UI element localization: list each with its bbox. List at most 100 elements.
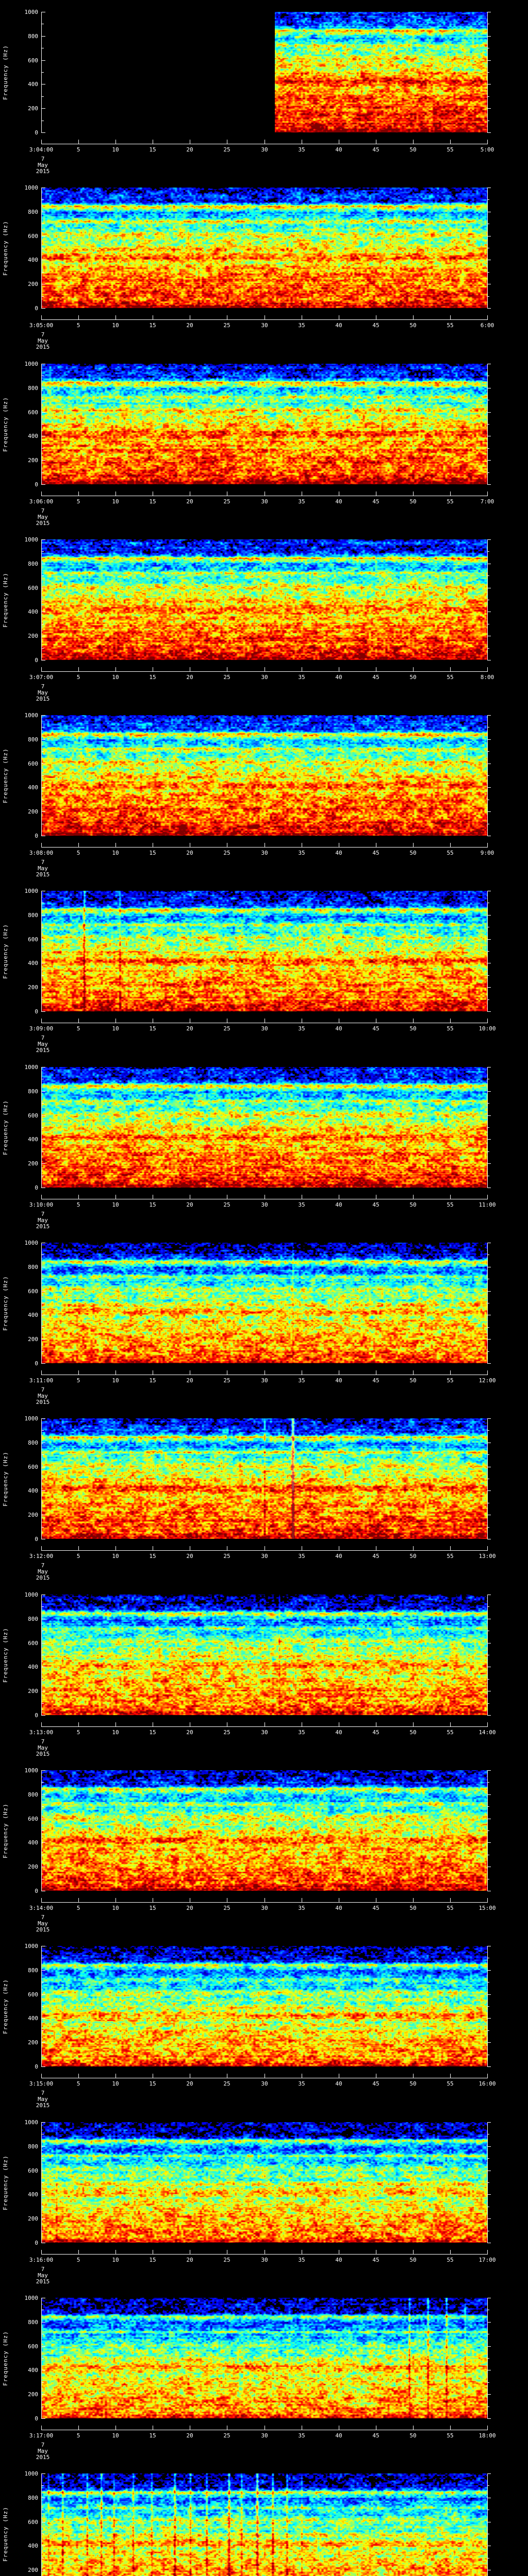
y-tick [42, 1770, 45, 1771]
y-tick [42, 108, 45, 109]
y-tick-label: 0 [35, 833, 38, 839]
spectrogram-heatmap [42, 1067, 487, 1188]
y-tick-right [488, 2322, 491, 2323]
y-tick-label: 200 [28, 984, 38, 991]
y-tick [42, 2485, 44, 2486]
x-tick [450, 2426, 451, 2430]
x-tick-label: 45 [372, 1025, 380, 1032]
y-tick-label: 1000 [24, 712, 39, 719]
x-tick-label: 40 [335, 674, 342, 681]
spectrogram-heatmap [42, 1595, 487, 1715]
spectrogram-heatmap [42, 1770, 487, 1891]
y-axis-line [41, 12, 42, 133]
y-tick-label: 600 [28, 2343, 38, 2350]
y-tick-label: 800 [28, 1616, 38, 1622]
y-tick [42, 2122, 45, 2123]
y-tick-right [488, 1782, 489, 1783]
x-tick-label: 30 [261, 1905, 268, 1911]
x-axis-line [41, 319, 488, 320]
y-tick-label: 400 [28, 81, 38, 88]
y-tick-right [488, 939, 491, 940]
date-line: 7 [41, 1386, 45, 1393]
y-tick [42, 2322, 45, 2323]
y-tick-label: 0 [35, 2415, 38, 2422]
y-tick [42, 2182, 44, 2183]
y-tick-label: 800 [28, 912, 38, 919]
x-start-time-label: 3:05:00 [29, 322, 54, 329]
x-tick [487, 1898, 488, 1902]
y-tick [42, 1103, 44, 1104]
x-tick-label: 30 [261, 1025, 268, 1032]
y-tick-label: 1000 [24, 2119, 39, 2126]
x-tick [41, 1546, 42, 1550]
y-tick-label: 400 [28, 1136, 38, 1143]
y-tick-right [488, 1363, 491, 1364]
date-line: May [38, 1393, 48, 1399]
date-line: 7 [41, 507, 45, 514]
x-tick-label: 15 [149, 1729, 156, 1736]
y-tick [42, 2418, 45, 2419]
x-axis-line [41, 847, 488, 848]
x-tick-label: 35 [298, 674, 305, 681]
x-tick [413, 492, 414, 496]
x-start-time-label: 3:13:00 [29, 1729, 54, 1736]
x-tick [413, 1019, 414, 1023]
y-tick-right [488, 1011, 491, 1012]
y-tick-label: 600 [28, 585, 38, 591]
spectrogram-heatmap [42, 891, 487, 1011]
x-tick [41, 2426, 42, 2430]
y-tick-right [488, 424, 489, 425]
x-end-time-label: 16:00 [478, 2080, 496, 2087]
x-tick-label: 20 [186, 2432, 193, 2439]
y-axis-line [41, 1067, 42, 1188]
y-tick-label: 200 [28, 633, 38, 639]
y-tick [42, 484, 45, 485]
y-tick-label: 800 [28, 2143, 38, 2150]
x-tick-label: 55 [447, 498, 454, 505]
x-tick-label: 10 [112, 1025, 119, 1032]
spectrogram-heatmap [42, 1946, 487, 2066]
spectrogram-panel-4: 0 200 400 600 800 1000 Frequency (Hz) 3:07:00 5 1… [0, 528, 528, 703]
y-tick-right [488, 1806, 489, 1807]
y-tick [42, 1679, 44, 1680]
y-tick-label: 0 [35, 1536, 38, 1543]
y-tick-label: 0 [35, 1008, 38, 1015]
y-tick-right [488, 308, 491, 309]
x-tick-label: 20 [186, 2080, 193, 2087]
x-tick [78, 2250, 79, 2254]
x-tick-label: 40 [335, 498, 342, 505]
y-tick-label: 1000 [24, 1415, 39, 1422]
y-tick-label: 1000 [24, 9, 39, 15]
x-tick-label: 45 [372, 850, 380, 856]
y-tick [42, 1806, 44, 1807]
y-tick-label: 600 [28, 233, 38, 240]
y-tick-right [488, 1842, 491, 1843]
y-tick [42, 1151, 44, 1152]
y-tick-right [488, 1430, 489, 1431]
x-tick-label: 20 [186, 1729, 193, 1736]
x-tick [487, 2426, 488, 2430]
y-tick-right [488, 412, 491, 413]
x-tick [413, 2250, 414, 2254]
x-tick-label: 50 [409, 498, 417, 505]
x-tick-label: 30 [261, 674, 268, 681]
y-tick [42, 1715, 45, 1716]
y-tick-right [488, 2006, 489, 2007]
x-tick-label: 35 [298, 1201, 305, 1208]
y-tick [42, 1011, 45, 1012]
x-tick-label: 35 [298, 850, 305, 856]
y-tick [42, 939, 45, 940]
date-label: 7 May 2015 [20, 2442, 66, 2461]
x-tick [78, 1195, 79, 1199]
x-tick [413, 1370, 414, 1375]
y-tick-right [488, 72, 489, 73]
x-tick-label: 45 [372, 1553, 380, 1560]
date-label: 7 May 2015 [20, 156, 66, 175]
y-tick [42, 999, 44, 1000]
y-tick [42, 2218, 45, 2219]
y-tick-label: 600 [28, 1464, 38, 1470]
x-tick-label: 35 [298, 1377, 305, 1384]
y-tick-label: 600 [28, 2167, 38, 2174]
y-tick-right [488, 2122, 491, 2123]
y-tick [42, 775, 44, 776]
